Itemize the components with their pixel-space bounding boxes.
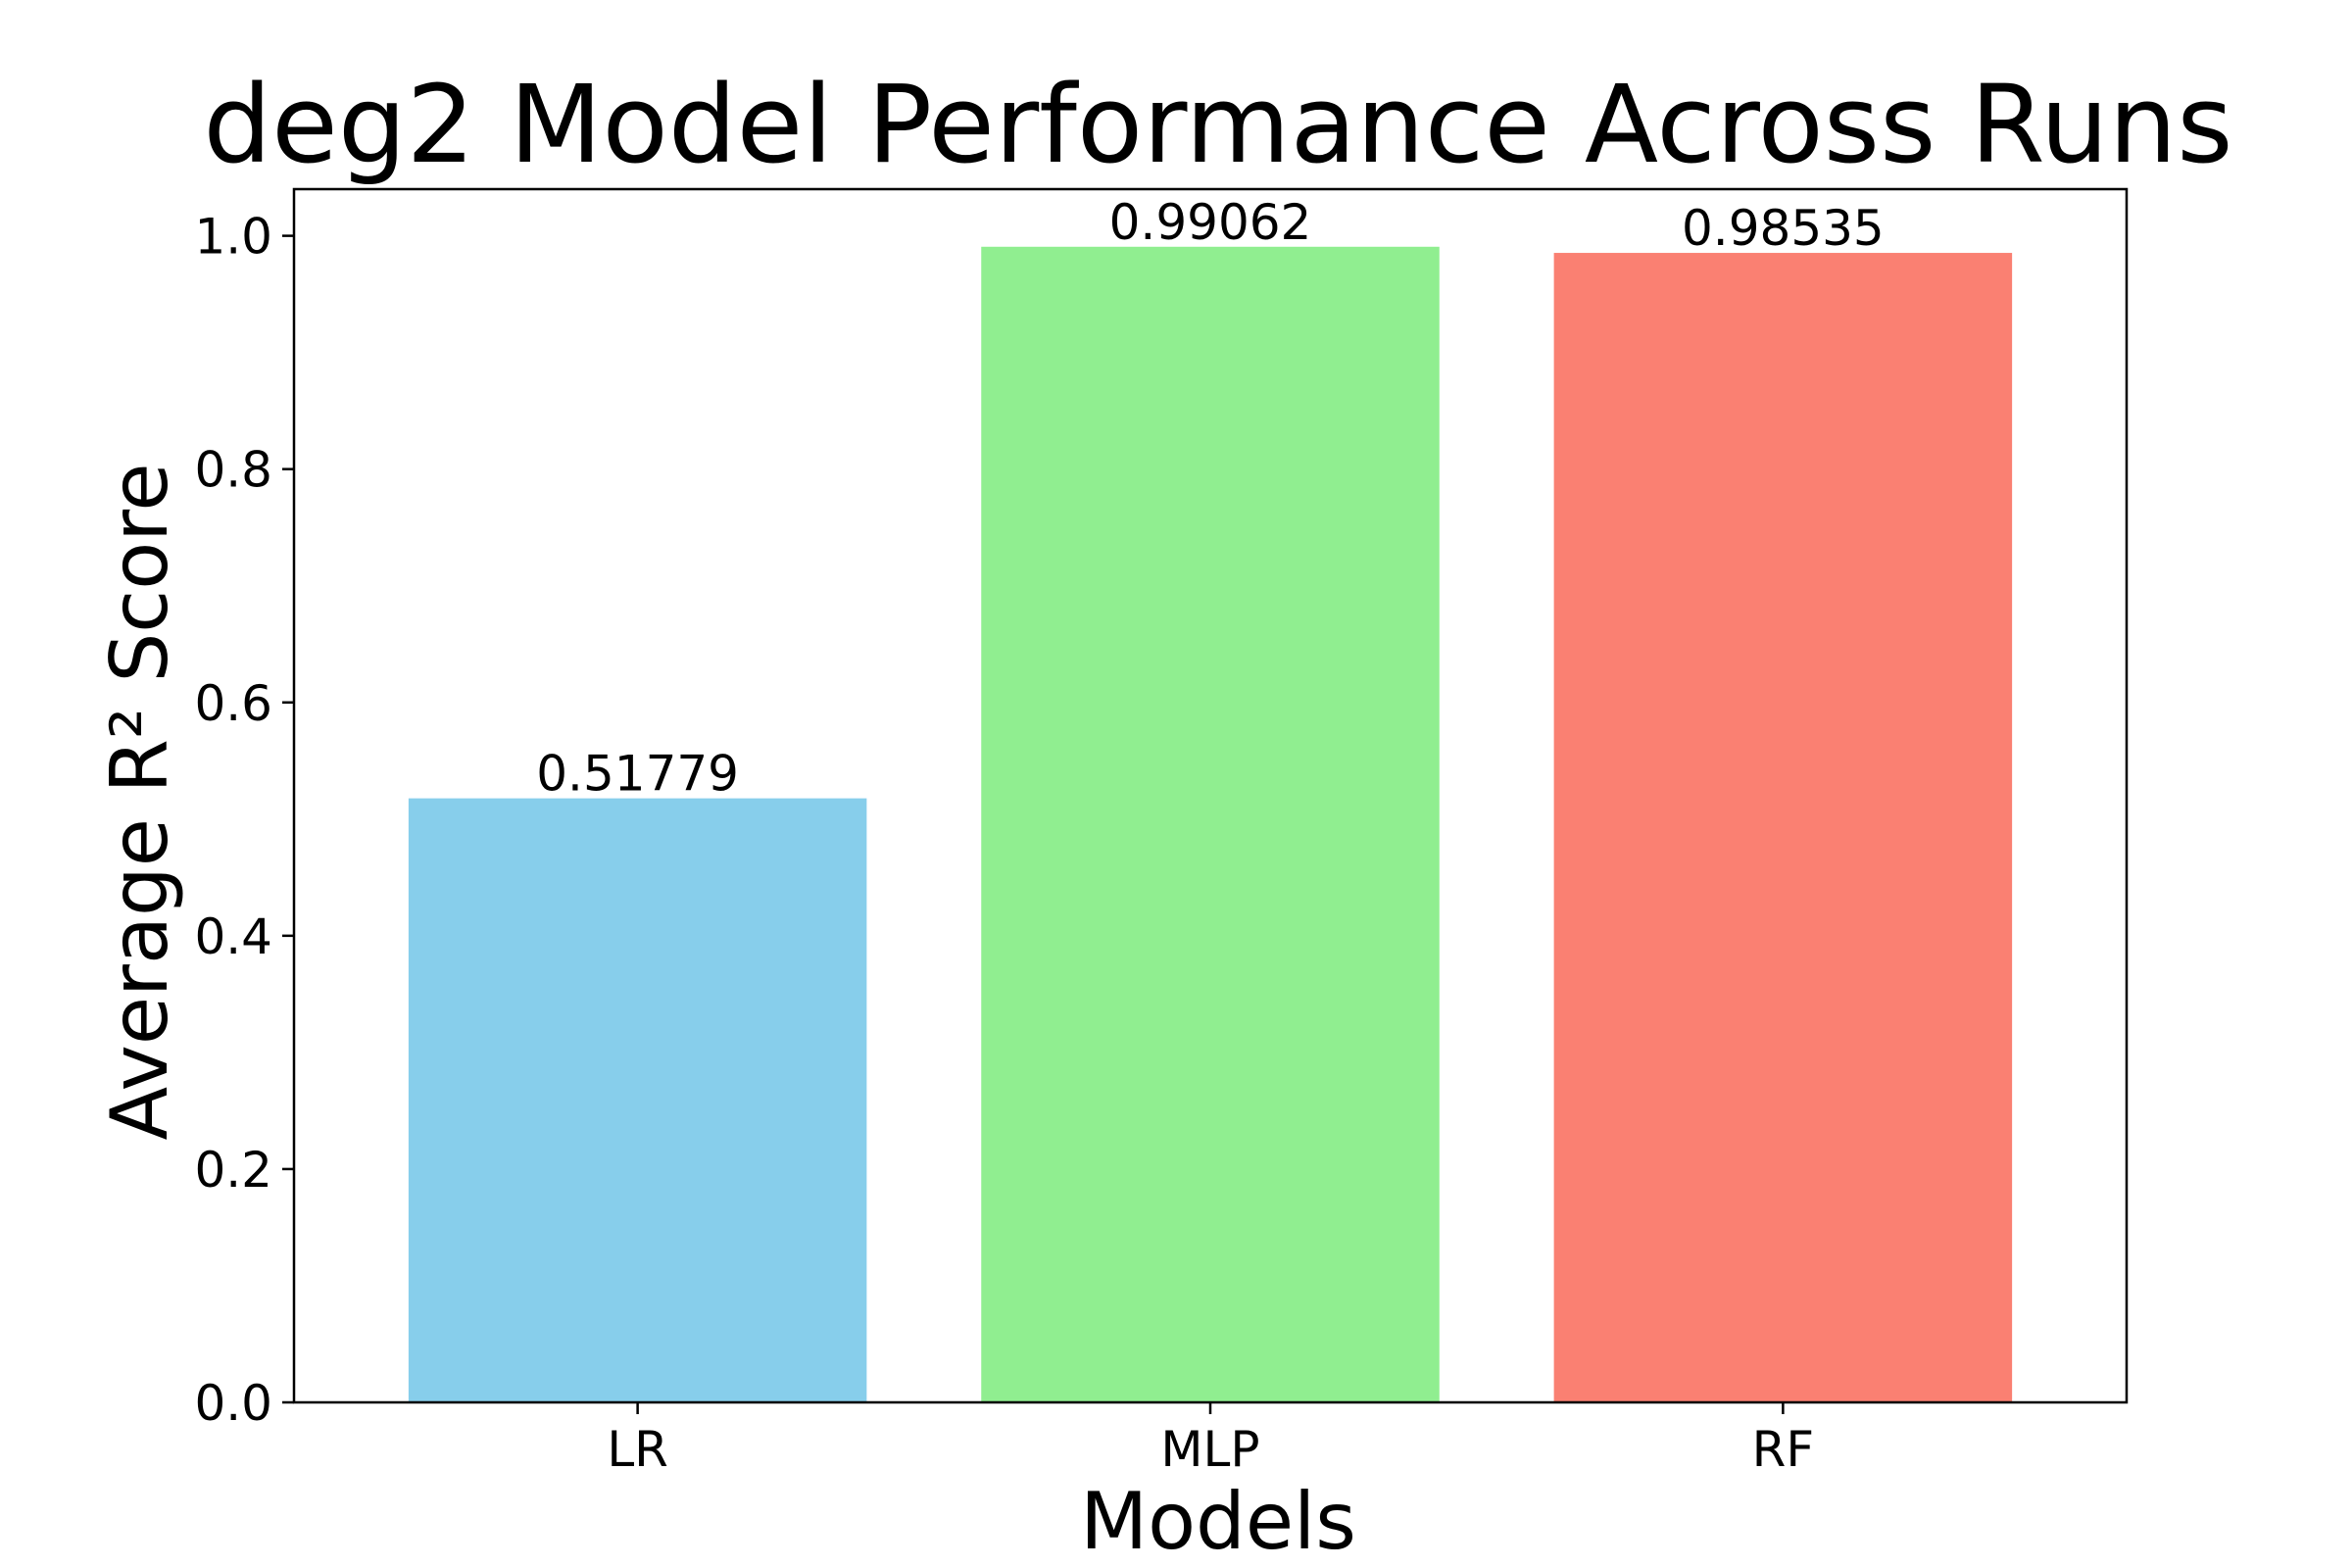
bar-rf xyxy=(1553,253,2013,1403)
y-tick-label: 0.0 xyxy=(194,1375,272,1432)
y-tick-label: 0.2 xyxy=(194,1142,272,1199)
x-axis-label: Models xyxy=(1080,1476,1356,1567)
y-axis-label: Average R² Score xyxy=(94,463,185,1140)
value-label-lr: 0.51779 xyxy=(536,746,739,803)
y-tick-label: 1.0 xyxy=(194,209,272,266)
plot-area: 0.51779 LR 0.99062 MLP 0.98535 RF 0.0 0.2 0.4 0.6… xyxy=(194,194,2013,1478)
value-label-mlp: 0.99062 xyxy=(1109,194,1312,251)
chart-title: deg2 Model Performance Across Runs xyxy=(203,62,2232,187)
y-tick-label: 0.8 xyxy=(194,442,272,499)
y-tick-label: 0.6 xyxy=(194,675,272,732)
x-tick-label-lr: LR xyxy=(607,1421,668,1478)
bar-mlp xyxy=(981,246,1440,1402)
x-tick-label-rf: RF xyxy=(1752,1421,1815,1478)
bar-lr xyxy=(408,798,867,1402)
x-tick-label-mlp: MLP xyxy=(1160,1421,1259,1478)
y-tick-label: 0.4 xyxy=(194,908,272,965)
value-label-rf: 0.98535 xyxy=(1682,200,1885,257)
plot-frame xyxy=(292,187,2129,1404)
